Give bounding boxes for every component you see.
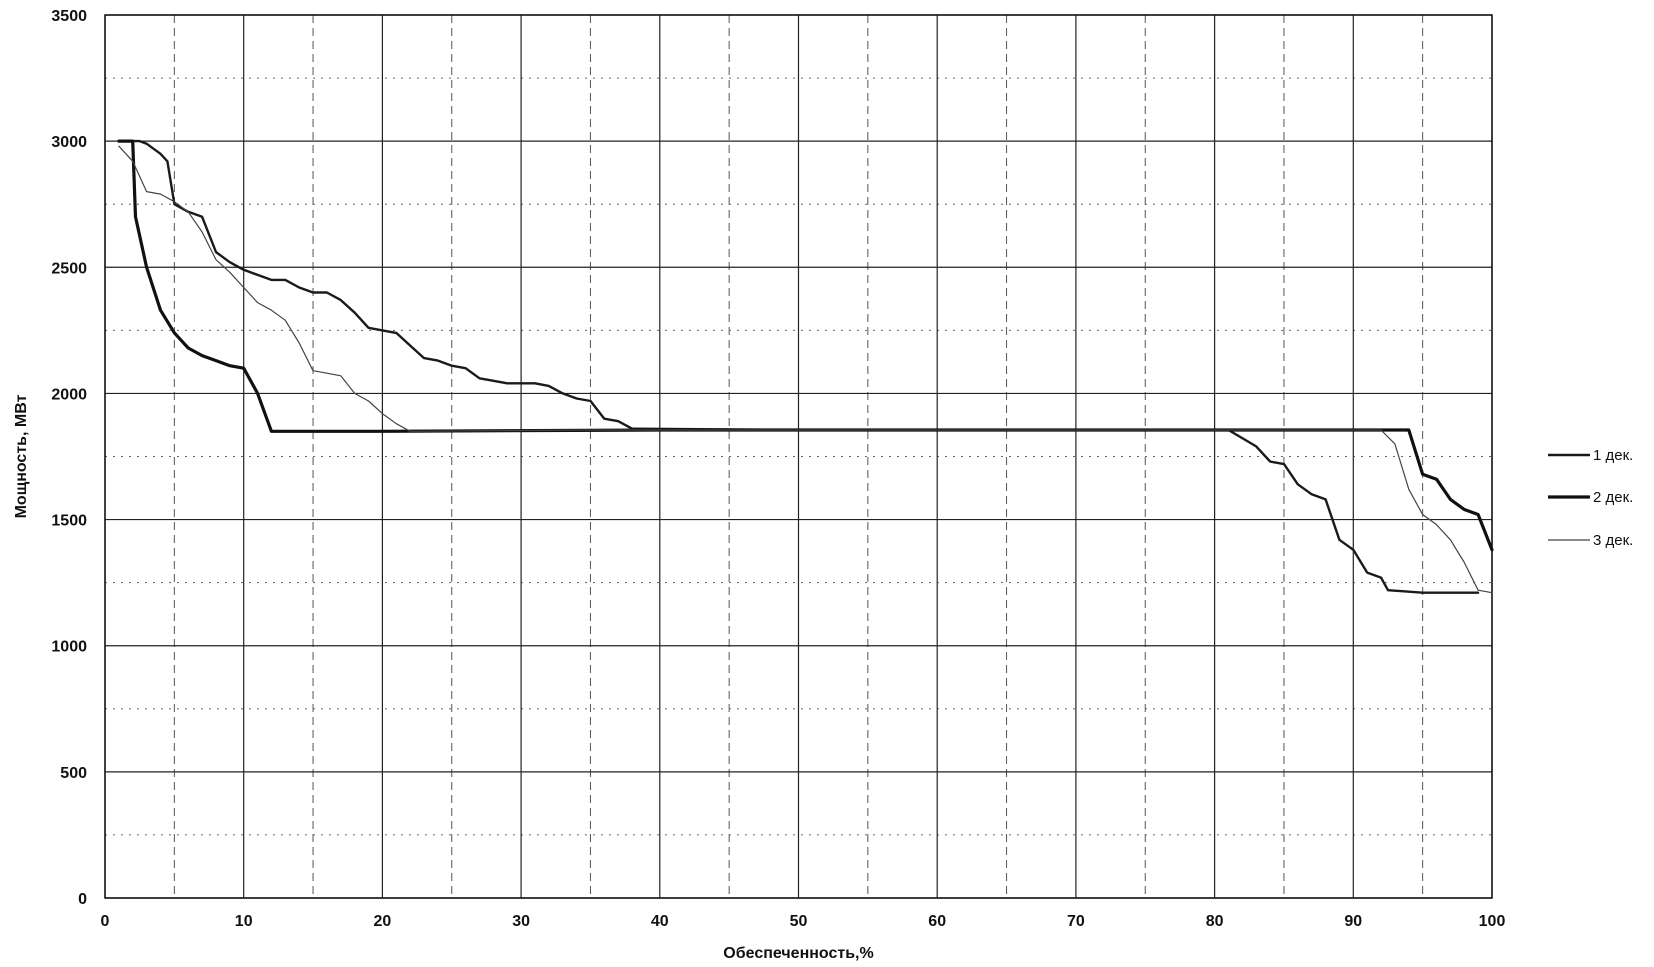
y-tick-label: 2500 xyxy=(51,260,87,277)
x-tick-label: 70 xyxy=(1067,913,1085,930)
y-tick-label: 0 xyxy=(78,891,87,908)
y-tick-label: 3000 xyxy=(51,134,87,151)
x-tick-label: 50 xyxy=(790,913,808,930)
x-tick-label: 90 xyxy=(1344,913,1362,930)
x-tick-label: 40 xyxy=(651,913,669,930)
series-line-1 xyxy=(117,139,1480,594)
x-tick-label: 100 xyxy=(1479,913,1506,930)
series-line-2 xyxy=(117,139,1494,552)
x-axis-title: Обеспеченность,% xyxy=(723,945,873,962)
plot-area-frame xyxy=(104,14,1493,899)
x-tick-label: 60 xyxy=(928,913,946,930)
x-tick-label: 80 xyxy=(1206,913,1224,930)
y-tick-label: 500 xyxy=(60,765,87,782)
y-tick-label: 3500 xyxy=(51,8,87,25)
legend-label-3: 3 дек. xyxy=(1593,532,1633,549)
x-tick-label: 0 xyxy=(101,913,110,930)
x-tick-labels: 0 10 20 30 40 50 60 70 80 90 100 xyxy=(101,913,1506,930)
x-tick-label: 10 xyxy=(235,913,253,930)
legend-label-1: 1 дек. xyxy=(1593,447,1633,464)
y-tick-labels: 0 500 1000 1500 2000 2500 3000 3500 xyxy=(51,8,87,908)
legend: 1 дек. 2 дек. 3 дек. xyxy=(1548,447,1633,549)
x-tick-label: 30 xyxy=(512,913,530,930)
y-tick-label: 1000 xyxy=(51,639,87,656)
series-line-3 xyxy=(118,145,1493,594)
x-tick-label: 20 xyxy=(374,913,392,930)
series-layer xyxy=(117,139,1494,594)
y-axis-title: Мощность, МВт xyxy=(13,394,30,518)
y-tick-label: 2000 xyxy=(51,386,87,403)
legend-label-2: 2 дек. xyxy=(1593,489,1633,506)
y-tick-label: 1500 xyxy=(51,513,87,530)
minor-grid xyxy=(105,15,1492,898)
